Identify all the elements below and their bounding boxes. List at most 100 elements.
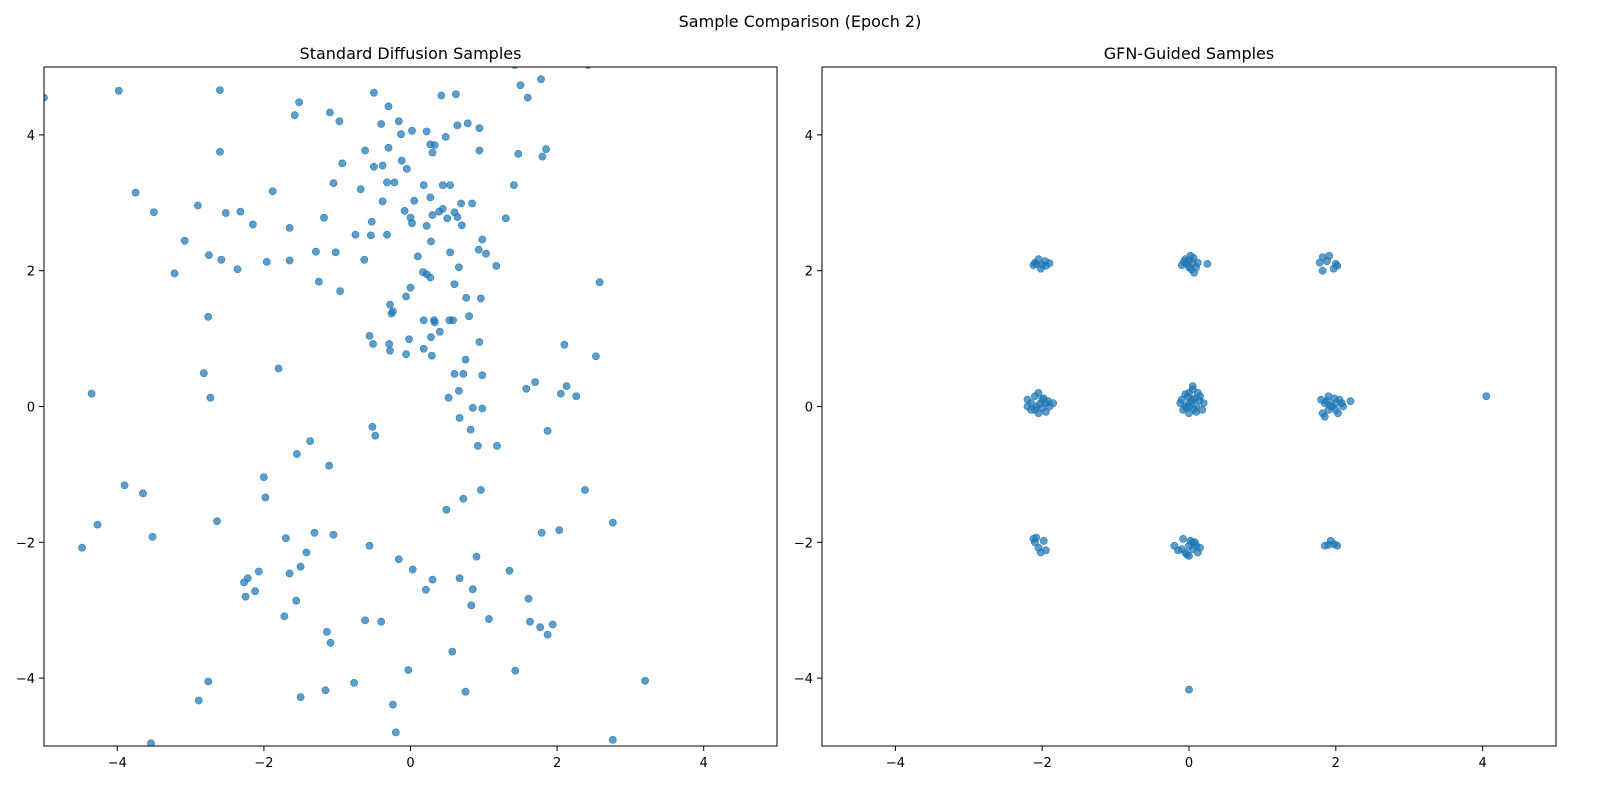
scatter-point (147, 739, 155, 746)
scatter-point (377, 120, 386, 128)
scatter-point (1181, 390, 1190, 399)
scatter-point (422, 221, 431, 230)
scatter-point (131, 188, 140, 197)
scatter-point (468, 403, 477, 412)
scatter-point (516, 81, 525, 90)
y-tick-label: −2 (794, 536, 813, 551)
scatter-point (262, 257, 271, 266)
scatter-point (455, 414, 464, 422)
scatter-point (422, 127, 431, 136)
scatter-point (467, 601, 476, 610)
y-tick-label: −4 (16, 672, 35, 687)
scatter-point (478, 371, 487, 380)
scatter-point (426, 273, 435, 282)
scatter-point (296, 693, 305, 701)
scatter-point (248, 220, 257, 229)
figure-suptitle: Sample Comparison (Epoch 2) (678, 12, 922, 31)
scatter-point (438, 181, 447, 189)
scatter-point (454, 263, 463, 272)
scatter-point (450, 369, 459, 378)
scatter-point (204, 251, 213, 259)
scatter-point (384, 102, 393, 111)
scatter-point (320, 213, 328, 222)
scatter-point (1180, 257, 1188, 266)
scatter-point (285, 569, 294, 578)
scatter-point (419, 316, 428, 325)
y-tick-label: 2 (805, 265, 813, 280)
scatter-point (336, 287, 344, 295)
scatter-point (1042, 261, 1050, 270)
scatter-point (1174, 546, 1182, 555)
scatter-point (1203, 259, 1212, 268)
scatter-point (285, 256, 294, 265)
scatter-point (296, 562, 305, 571)
scatter-point (306, 437, 314, 445)
scatter-point (1323, 397, 1331, 405)
y-tick-label: 4 (27, 129, 35, 144)
scatter-point (608, 736, 617, 744)
scatter-point (451, 90, 460, 99)
scatter-point (1482, 392, 1491, 401)
scatter-point (454, 386, 463, 395)
scatter-point (453, 121, 462, 130)
y-tick-label: −4 (794, 672, 813, 687)
scatter-point (413, 252, 422, 261)
scatter-point (478, 404, 487, 413)
scatter-point (1179, 535, 1187, 543)
scatter-points (1023, 251, 1491, 694)
scatter-point (1189, 253, 1198, 262)
scatter-point (170, 269, 179, 278)
scatter-point (93, 520, 102, 529)
scatter-point (78, 543, 86, 552)
scatter-point (292, 450, 301, 458)
scatter-point (493, 441, 501, 450)
scatter-point (475, 338, 484, 346)
scatter-point (194, 696, 203, 705)
scatter-point (259, 473, 268, 481)
scatter-point (1185, 685, 1193, 694)
scatter-point (204, 312, 213, 321)
scatter-point (322, 628, 331, 636)
scatter-point (1318, 266, 1327, 275)
scatter-point (408, 219, 416, 228)
scatter-point (240, 578, 248, 587)
scatter-point (476, 294, 485, 303)
scatter-point (484, 615, 493, 623)
y-tick-label: −2 (16, 536, 35, 551)
scatter-point (428, 211, 437, 219)
scatter-point (1182, 550, 1191, 559)
scatter-point (450, 280, 459, 289)
scatter-point (329, 530, 338, 539)
scatter-point (428, 575, 437, 584)
scatter-point (442, 505, 451, 514)
scatter-point (1346, 397, 1355, 405)
scatter-point (438, 204, 447, 213)
scatter-point (408, 126, 416, 135)
scatter-point (361, 616, 369, 625)
x-tick-label: 4 (700, 756, 708, 771)
scatter-point (383, 230, 391, 239)
scatter-point (369, 340, 377, 348)
scatter-point (584, 67, 592, 69)
scatter-point (475, 146, 484, 155)
scatter-point (1333, 261, 1342, 270)
chart-title: Standard Diffusion Samples (300, 44, 522, 63)
scatter-point (473, 441, 482, 450)
scatter-point (268, 187, 277, 196)
scatter-point (427, 333, 435, 342)
scatter-point (289, 67, 294, 68)
scatter-point (466, 425, 475, 434)
scatter-point (295, 98, 303, 107)
scatter-point (365, 541, 374, 550)
scatter-point (314, 277, 323, 286)
scatter-point (329, 179, 338, 187)
scatter-point (555, 526, 564, 534)
scatter-point (378, 161, 387, 170)
scatter-point (510, 181, 518, 189)
scatter-point (482, 249, 490, 258)
scatter-point (199, 369, 208, 378)
scatter-point (426, 193, 435, 202)
scatter-point (1334, 409, 1342, 418)
scatter-point (1039, 537, 1048, 545)
scatter-point (149, 208, 158, 217)
